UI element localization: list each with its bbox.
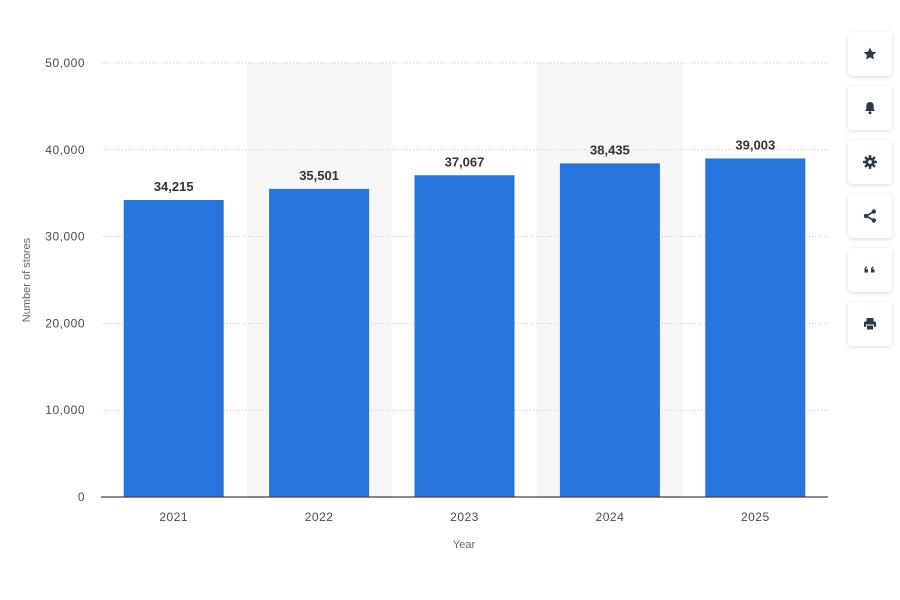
- settings-button[interactable]: [848, 140, 892, 184]
- side-toolbar: [848, 32, 892, 356]
- bar-2022[interactable]: [269, 188, 370, 497]
- notification-button[interactable]: [848, 86, 892, 130]
- x-tick-label: 2025: [741, 510, 770, 524]
- cite-button[interactable]: [848, 248, 892, 292]
- star-icon: [863, 47, 877, 60]
- share-button[interactable]: [848, 194, 892, 238]
- y-tick-label: 30,000: [45, 230, 85, 244]
- y-axis-title: Number of stores: [21, 237, 33, 322]
- gear-icon: [863, 155, 877, 169]
- data-label: 34,215: [154, 179, 194, 194]
- bars: [123, 158, 806, 498]
- x-axis-title: Year: [453, 539, 476, 551]
- favorite-button[interactable]: [848, 32, 892, 76]
- x-tick-label: 2022: [305, 510, 334, 524]
- x-axis-ticks: 2021 2022 2023 2024 2025: [159, 510, 769, 524]
- y-tick-label: 20,000: [45, 316, 85, 330]
- bell-icon: [865, 102, 875, 115]
- print-button[interactable]: [848, 302, 892, 346]
- x-tick-label: 2021: [159, 510, 188, 524]
- data-labels: 34,215 35,501 37,067 38,435 39,003: [154, 137, 775, 194]
- y-tick-label: 40,000: [45, 143, 85, 157]
- data-label: 39,003: [735, 137, 775, 152]
- data-label: 37,067: [445, 154, 485, 169]
- x-tick-label: 2023: [450, 510, 479, 524]
- bar-2023[interactable]: [414, 175, 515, 498]
- y-tick-label: 50,000: [45, 56, 85, 70]
- y-tick-label: 0: [78, 490, 85, 504]
- x-tick-label: 2024: [596, 510, 625, 524]
- quote-icon: [864, 266, 875, 273]
- y-axis-ticks: 0 10,000 20,000 30,000 40,000 50,000: [45, 56, 85, 504]
- bar-2025[interactable]: [705, 158, 806, 497]
- data-label: 38,435: [590, 142, 630, 157]
- print-icon: [864, 318, 876, 331]
- bar-2021[interactable]: [123, 200, 224, 497]
- share-icon: [863, 209, 876, 223]
- data-label: 35,501: [299, 168, 339, 183]
- y-tick-label: 10,000: [45, 403, 85, 417]
- bar-2024[interactable]: [559, 163, 660, 497]
